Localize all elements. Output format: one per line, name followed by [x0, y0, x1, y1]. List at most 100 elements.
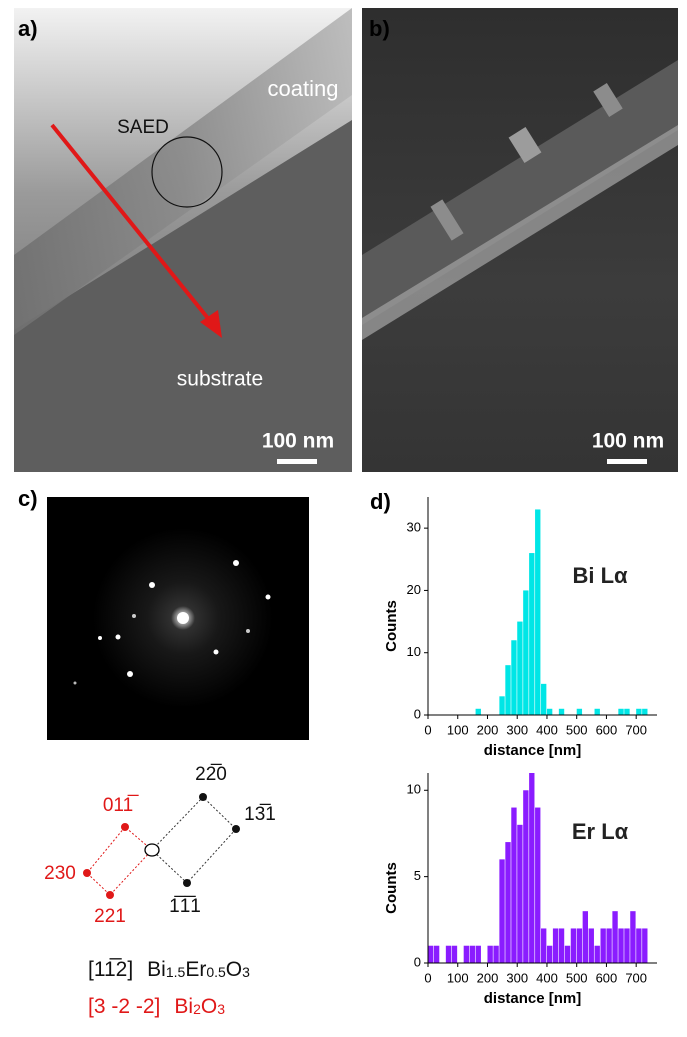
spot: [177, 612, 189, 624]
x-tick-label: 400: [536, 722, 558, 737]
lattice-line: [86, 826, 153, 896]
x-tick-label: 700: [625, 970, 647, 985]
subscript: 3: [242, 964, 250, 980]
arrow-head: [200, 310, 222, 338]
spot: [246, 629, 250, 633]
spot: [265, 594, 271, 600]
scale-bar-label: 100 nm: [592, 430, 664, 453]
x-tick-label: 500: [566, 722, 588, 737]
bar: [558, 928, 565, 963]
spot-label: 011̅: [103, 795, 139, 816]
bar: [642, 928, 648, 963]
annotation: SAED: [117, 117, 169, 138]
y-tick-label: 0: [414, 706, 421, 721]
spot-marker: [183, 879, 191, 887]
panel-c: c) 22̅0 13̅1 1̅1̅1 011̅ 230 221 [11̅2] Bi…: [18, 486, 309, 1018]
bar: [541, 683, 547, 715]
bar: [487, 945, 493, 963]
panel-label: a): [18, 16, 38, 41]
scale-bar: [607, 459, 647, 464]
bar: [546, 945, 553, 963]
x-tick-label: 400: [536, 970, 558, 985]
bar: [523, 790, 529, 963]
bar: [624, 928, 630, 963]
bar: [588, 928, 594, 963]
bar: [558, 708, 565, 715]
bar: [505, 665, 511, 715]
saed-circle: [151, 136, 223, 208]
x-tick-label: 200: [477, 722, 499, 737]
x-tick-label: 500: [566, 970, 588, 985]
spot: [233, 560, 239, 566]
spot-marker: [232, 825, 240, 833]
grain: [508, 126, 542, 164]
element: Bi: [147, 958, 166, 981]
bar: [463, 945, 470, 963]
substrate-area: [14, 120, 352, 472]
subscript: 3: [217, 1001, 225, 1017]
spot-label: 13̅1: [244, 804, 276, 825]
scale-bar-label: 100 nm: [262, 430, 334, 453]
y-axis-label: Counts: [383, 600, 400, 652]
bar: [475, 945, 481, 963]
spot-label: 221: [94, 906, 126, 927]
bar: [475, 708, 481, 715]
x-tick-label: 100: [447, 722, 469, 737]
x-tick-label: 300: [506, 722, 528, 737]
bar: [499, 859, 505, 963]
bar: [576, 708, 583, 715]
spot-marker: [83, 869, 91, 877]
element: O: [226, 958, 242, 981]
bar: [499, 696, 505, 715]
x-tick-label: 700: [625, 722, 647, 737]
bar: [618, 928, 624, 963]
y-axis-label: Counts: [383, 862, 400, 914]
bar: [582, 911, 589, 963]
spot-label: 230: [44, 863, 76, 884]
bar: [511, 640, 517, 715]
bar: [612, 911, 618, 963]
annotation: coating: [268, 76, 339, 101]
bar: [517, 824, 523, 963]
annotation: Er Lα: [572, 819, 629, 844]
spot-marker: [106, 891, 114, 899]
bar: [618, 708, 624, 715]
spot-marker: [199, 793, 207, 801]
spot-label: 1̅1̅1: [169, 896, 201, 917]
bar: [636, 708, 642, 715]
bar: [600, 928, 606, 963]
x-tick-label: 300: [506, 970, 528, 985]
bar: [451, 945, 458, 963]
x-tick-label: 200: [477, 970, 499, 985]
bar: [576, 928, 583, 963]
x-tick-label: 600: [596, 970, 618, 985]
panel-label: b): [369, 16, 390, 41]
formula: Bi2O3: [174, 995, 225, 1018]
spot: [149, 582, 155, 588]
bar: [636, 928, 642, 963]
bar: [433, 945, 440, 963]
bar: [546, 708, 553, 715]
panel-b: b) 100 nm: [362, 8, 678, 472]
arrow: [50, 123, 217, 329]
bar: [428, 945, 434, 963]
y-tick-label: 10: [407, 782, 421, 797]
bar: [642, 708, 648, 715]
bar: [594, 708, 600, 715]
spot: [132, 614, 136, 618]
bar: [517, 621, 523, 715]
spot-marker: [121, 823, 129, 831]
bar: [630, 911, 636, 963]
bar: [606, 928, 612, 963]
bar: [535, 509, 541, 715]
spot-label: 22̅0: [195, 764, 227, 785]
bar: [552, 928, 559, 963]
grain: [593, 83, 623, 117]
element: Er: [185, 958, 206, 981]
zone-axis: [3 -2 -2] Bi2O3: [88, 995, 225, 1018]
x-axis-label: distance [nm]: [484, 990, 582, 1007]
panel-a: a) coating SAED substrate 100 nm: [14, 8, 352, 472]
bar: [523, 590, 529, 715]
spot: [98, 636, 102, 640]
